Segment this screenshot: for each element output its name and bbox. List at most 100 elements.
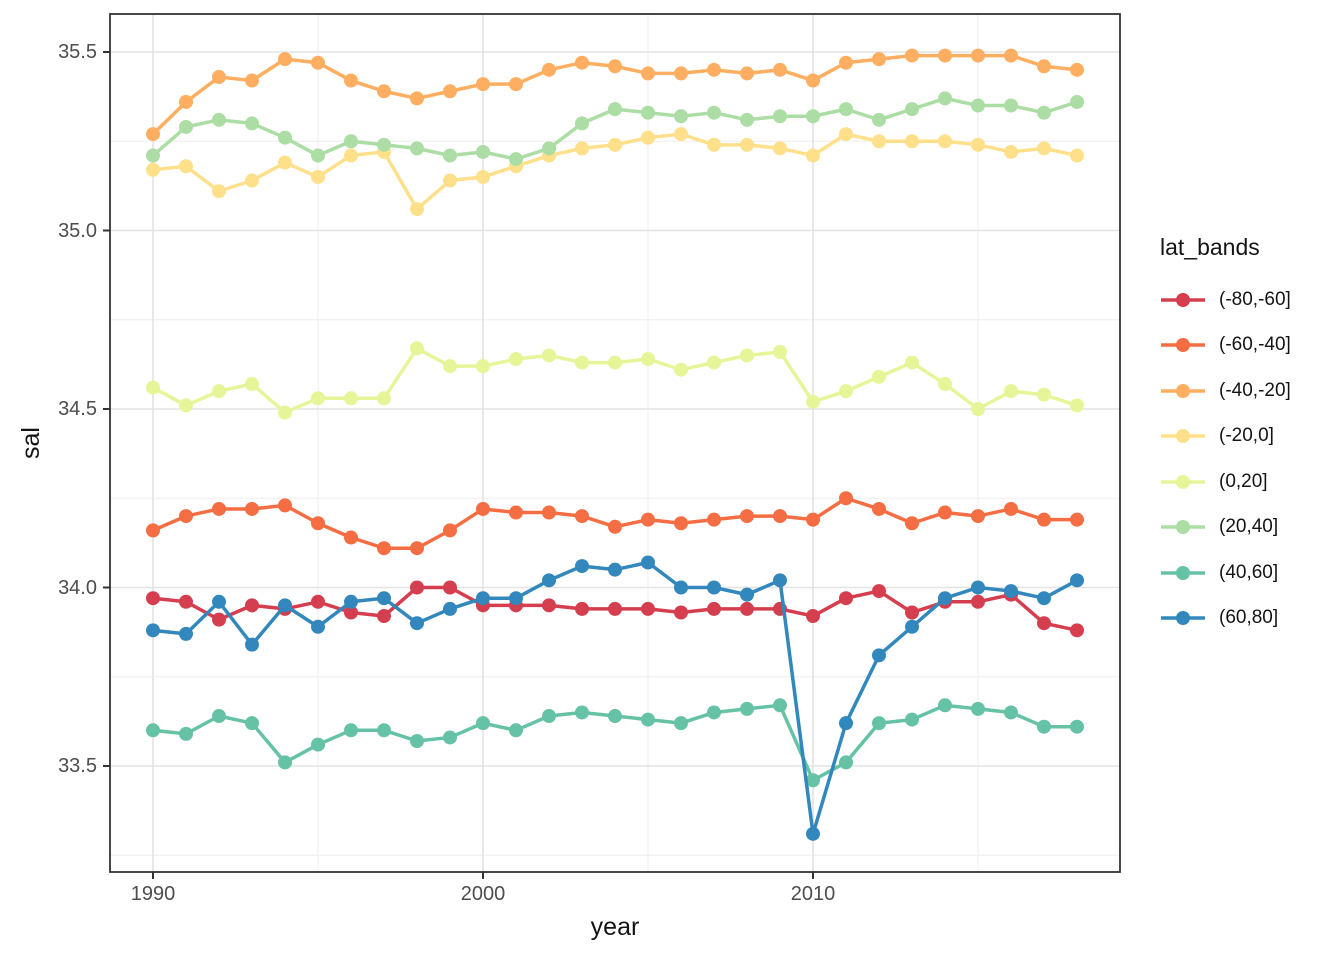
series-point-(40,60] — [938, 698, 952, 713]
series-point-(20,40] — [773, 109, 787, 124]
series-point-(-20,0] — [740, 137, 754, 152]
series-point-(-60,-40] — [311, 516, 325, 531]
series-point-(0,20] — [146, 380, 160, 395]
series-point-(-60,-40] — [146, 523, 160, 538]
series-point-(40,60] — [542, 709, 556, 724]
series-point-(20,40] — [245, 116, 259, 131]
series-point-(-60,-40] — [575, 509, 589, 524]
y-axis-title: sal — [17, 427, 45, 459]
series-point-(40,60] — [410, 734, 424, 749]
series-point-(40,60] — [1070, 719, 1084, 734]
series-point-(20,40] — [707, 105, 721, 120]
series-point-(0,20] — [773, 344, 787, 359]
series-point-(-20,0] — [179, 159, 193, 174]
legend-item-(40,60]: (40,60] — [1160, 550, 1291, 596]
series-point-(-80,-60] — [608, 601, 622, 616]
series-point-(-40,-20] — [212, 69, 226, 84]
series-point-(-60,-40] — [278, 498, 292, 513]
series-point-(-20,0] — [806, 148, 820, 163]
series-point-(-20,0] — [839, 127, 853, 142]
series-point-(-80,-60] — [674, 605, 688, 620]
series-point-(40,60] — [1037, 719, 1051, 734]
series-point-(60,80] — [311, 619, 325, 634]
series-point-(-20,0] — [872, 134, 886, 149]
series-point-(-40,-20] — [410, 91, 424, 106]
series-point-(0,20] — [476, 359, 490, 374]
series-point-(40,60] — [476, 716, 490, 731]
series-point-(40,60] — [278, 755, 292, 770]
series-point-(20,40] — [575, 116, 589, 131]
series-point-(60,80] — [1004, 584, 1018, 599]
series-point-(-40,-20] — [245, 73, 259, 88]
series-point-(-40,-20] — [674, 66, 688, 81]
series-point-(-20,0] — [443, 173, 457, 188]
legend-key-icon — [1161, 565, 1205, 580]
series-point-(-40,-20] — [905, 48, 919, 63]
series-point-(-20,0] — [344, 148, 358, 163]
legend-label: (-20,0] — [1219, 425, 1274, 447]
series-point-(-40,-20] — [938, 48, 952, 63]
series-point-(0,20] — [1037, 387, 1051, 402]
series-point-(-80,-60] — [575, 601, 589, 616]
series-point-(-20,0] — [707, 137, 721, 152]
series-point-(60,80] — [1037, 591, 1051, 606]
series-point-(-40,-20] — [1037, 59, 1051, 74]
series-point-(-60,-40] — [179, 509, 193, 524]
series-point-(60,80] — [476, 591, 490, 606]
series-point-(60,80] — [674, 580, 688, 595]
x-tick-label-2010: 2010 — [790, 883, 836, 905]
series-point-(-60,-40] — [443, 523, 457, 538]
series-point-(20,40] — [740, 112, 754, 127]
series-point-(-40,-20] — [344, 73, 358, 88]
series-point-(-60,-40] — [377, 541, 391, 556]
legend-item-(-80,-60]: (-80,-60] — [1160, 277, 1291, 323]
series-point-(-40,-20] — [1004, 48, 1018, 63]
series-point-(-40,-20] — [608, 59, 622, 74]
series-point-(-60,-40] — [212, 501, 226, 516]
series-point-(60,80] — [740, 587, 754, 602]
series-point-(20,40] — [1004, 98, 1018, 113]
series-point-(20,40] — [674, 109, 688, 124]
series-point-(-60,-40] — [1070, 512, 1084, 527]
series-point-(40,60] — [641, 712, 655, 727]
series-point-(60,80] — [707, 580, 721, 595]
legend-label: (-60,-40] — [1219, 334, 1291, 356]
series-point-(-40,-20] — [542, 62, 556, 77]
y-tick-label-34.0: 34.0 — [58, 576, 97, 599]
series-point-(20,40] — [344, 134, 358, 149]
series-point-(20,40] — [377, 137, 391, 152]
legend-item-(20,40]: (20,40] — [1160, 505, 1291, 551]
series-point-(-20,0] — [1004, 144, 1018, 159]
series-point-(-20,0] — [212, 184, 226, 199]
series-point-(-80,-60] — [344, 605, 358, 620]
series-point-(20,40] — [278, 130, 292, 145]
series-point-(0,20] — [179, 398, 193, 413]
series-point-(-80,-60] — [872, 584, 886, 599]
series-point-(40,60] — [971, 701, 985, 716]
series-point-(60,80] — [806, 826, 820, 841]
legend-label: (60,80] — [1219, 607, 1279, 629]
series-point-(-40,-20] — [476, 77, 490, 92]
legend-label: (40,60] — [1219, 561, 1279, 583]
series-point-(-80,-60] — [740, 601, 754, 616]
series-point-(-20,0] — [311, 169, 325, 184]
series-point-(-20,0] — [1037, 141, 1051, 156]
series-point-(40,60] — [608, 709, 622, 724]
y-tick-label-35.5: 35.5 — [58, 41, 97, 63]
legend-label: (0,20] — [1219, 470, 1268, 492]
legend-key-icon — [1161, 383, 1205, 398]
series-point-(-60,-40] — [740, 509, 754, 524]
series-point-(-20,0] — [773, 141, 787, 156]
series-point-(-40,-20] — [278, 52, 292, 67]
series-point-(0,20] — [311, 391, 325, 406]
legend: lat_bands (-80,-60] (-60,-40] (-40,-20] (-2… — [1160, 234, 1291, 641]
series-point-(20,40] — [806, 109, 820, 124]
series-point-(-40,-20] — [971, 48, 985, 63]
series-point-(60,80] — [245, 637, 259, 652]
series-point-(60,80] — [575, 559, 589, 574]
series-point-(-80,-60] — [443, 580, 457, 595]
series-point-(-60,-40] — [872, 501, 886, 516]
series-point-(60,80] — [410, 616, 424, 631]
